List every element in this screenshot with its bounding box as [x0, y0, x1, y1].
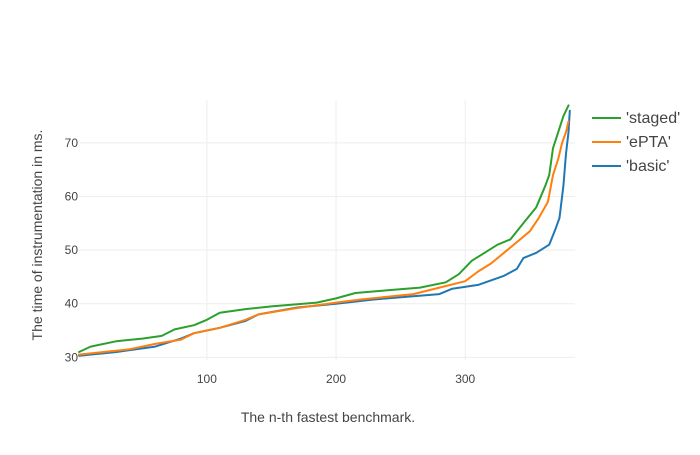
series-layer	[78, 104, 571, 357]
x-tick-label: 300	[455, 372, 475, 386]
legend[interactable]: 'staged' 'ePTA' 'basic'	[592, 110, 680, 175]
series-line-staged	[78, 104, 570, 353]
legend-item[interactable]: 'ePTA'	[592, 134, 671, 151]
legend-item[interactable]: 'staged'	[592, 110, 680, 127]
series-line-basic	[78, 109, 571, 357]
series-line-epta	[78, 120, 570, 356]
y-tick-label: 60	[65, 189, 79, 203]
y-tick-label: 50	[65, 243, 79, 257]
y-tick-label: 30	[65, 350, 79, 364]
legend-item[interactable]: 'basic'	[592, 158, 669, 175]
x-tick-label: 200	[326, 372, 346, 386]
x-axis-title: The n-th fastest benchmark.	[241, 409, 415, 425]
x-tick-label: 100	[197, 372, 217, 386]
legend-label: 'ePTA'	[626, 134, 671, 151]
tick-labels: 100 200 300 30 40 50 60 70	[65, 136, 476, 386]
legend-label: 'staged'	[626, 110, 680, 127]
grid-layer	[79, 100, 575, 360]
y-axis-title: The time of instrumentation in ms.	[29, 130, 45, 341]
y-tick-label: 70	[65, 136, 79, 150]
y-tick-label: 40	[65, 297, 79, 311]
legend-label: 'basic'	[626, 158, 669, 175]
